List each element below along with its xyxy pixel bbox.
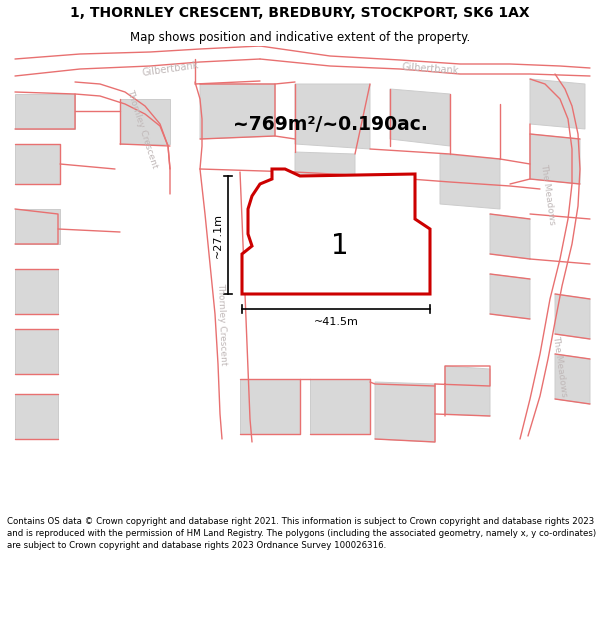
Polygon shape xyxy=(15,209,60,244)
Polygon shape xyxy=(15,144,60,184)
Text: Thornley Crescent: Thornley Crescent xyxy=(125,88,159,169)
Polygon shape xyxy=(530,134,580,184)
Polygon shape xyxy=(310,379,370,434)
Text: Map shows position and indicative extent of the property.: Map shows position and indicative extent… xyxy=(130,31,470,44)
Polygon shape xyxy=(15,394,58,439)
Polygon shape xyxy=(240,379,300,434)
Polygon shape xyxy=(445,366,490,416)
Polygon shape xyxy=(15,94,75,129)
Polygon shape xyxy=(490,274,530,319)
Polygon shape xyxy=(555,294,590,339)
Text: Contains OS data © Crown copyright and database right 2021. This information is : Contains OS data © Crown copyright and d… xyxy=(7,518,596,550)
Text: 1, THORNLEY CRESCENT, BREDBURY, STOCKPORT, SK6 1AX: 1, THORNLEY CRESCENT, BREDBURY, STOCKPOR… xyxy=(70,6,530,20)
Polygon shape xyxy=(295,84,370,149)
Polygon shape xyxy=(555,354,590,404)
Polygon shape xyxy=(390,89,450,146)
Polygon shape xyxy=(242,169,430,294)
Polygon shape xyxy=(15,329,58,374)
Polygon shape xyxy=(490,214,530,259)
Text: ~27.1m: ~27.1m xyxy=(213,213,223,258)
Text: Thornley Crescent: Thornley Crescent xyxy=(216,282,228,366)
Text: Gilbertbank: Gilbertbank xyxy=(141,60,199,78)
Text: The Meadows: The Meadows xyxy=(551,335,569,398)
Polygon shape xyxy=(295,152,355,196)
Polygon shape xyxy=(440,154,500,209)
Text: The Meadows: The Meadows xyxy=(539,162,557,225)
Polygon shape xyxy=(530,79,585,129)
Text: Gilbertbank: Gilbertbank xyxy=(401,62,459,76)
Polygon shape xyxy=(15,269,58,314)
Polygon shape xyxy=(120,99,170,144)
Polygon shape xyxy=(200,84,275,139)
Text: 1: 1 xyxy=(331,232,349,260)
Polygon shape xyxy=(375,382,435,442)
Text: ~41.5m: ~41.5m xyxy=(314,317,358,327)
Text: ~769m²/~0.190ac.: ~769m²/~0.190ac. xyxy=(233,114,427,134)
